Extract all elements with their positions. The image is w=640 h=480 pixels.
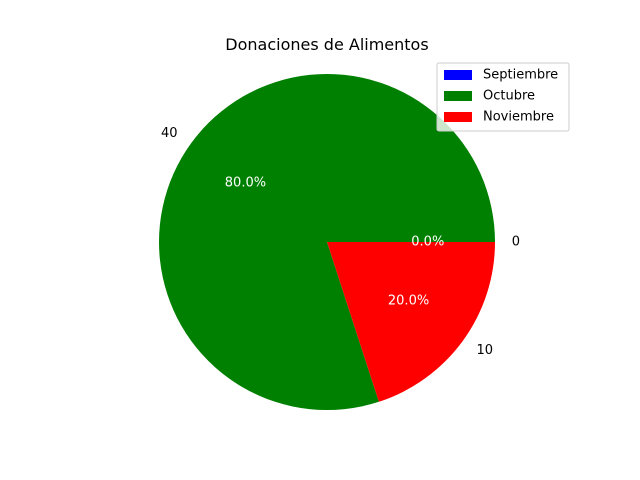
legend-swatch-noviembre — [444, 112, 472, 122]
percent-label-octubre: 80.0% — [225, 175, 266, 190]
chart-title: Donaciones de Alimentos — [225, 35, 428, 54]
value-label-octubre: 40 — [161, 126, 178, 141]
pie-slice-octubre — [159, 73, 495, 410]
pie-labels: 0 0.0% 40 80.0% 10 20.0% — [161, 126, 520, 358]
value-label-septiembre: 0 — [512, 235, 520, 250]
value-label-noviembre: 10 — [477, 343, 494, 358]
legend-label-noviembre: Noviembre — [483, 110, 554, 125]
legend-swatch-octubre — [444, 91, 472, 101]
percent-label-noviembre: 20.0% — [388, 294, 429, 309]
legend: Septiembre Octubre Noviembre — [436, 62, 570, 132]
percent-label-septiembre: 0.0% — [411, 235, 444, 250]
pie-slices — [159, 73, 495, 410]
legend-swatch-septiembre — [444, 70, 472, 80]
legend-label-octubre: Octubre — [483, 89, 535, 104]
pie-slice-noviembre — [327, 242, 495, 402]
legend-label-septiembre: Septiembre — [483, 68, 558, 83]
